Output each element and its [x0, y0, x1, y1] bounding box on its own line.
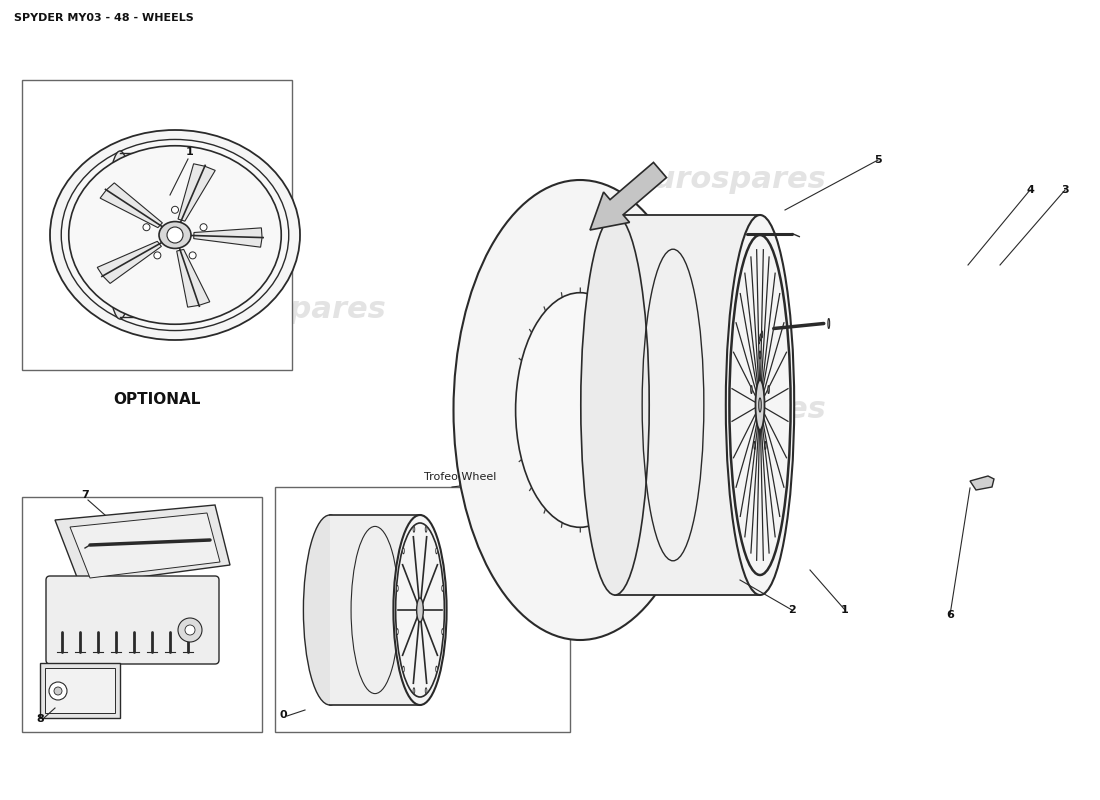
FancyBboxPatch shape [46, 576, 219, 664]
Text: OPTIONAL: OPTIONAL [113, 392, 200, 407]
Ellipse shape [62, 139, 288, 330]
Ellipse shape [759, 351, 761, 359]
Ellipse shape [417, 598, 424, 622]
Text: 8: 8 [36, 714, 44, 724]
Text: eurospares: eurospares [634, 166, 826, 194]
Bar [45, 668, 116, 713]
Ellipse shape [760, 334, 761, 341]
Polygon shape [615, 215, 760, 595]
Ellipse shape [759, 337, 760, 344]
Circle shape [167, 227, 183, 243]
Ellipse shape [768, 386, 769, 394]
Polygon shape [194, 228, 262, 247]
Circle shape [50, 682, 67, 700]
Ellipse shape [453, 180, 706, 640]
Polygon shape [178, 164, 216, 221]
Circle shape [143, 224, 150, 230]
Text: Trofeo Wheel: Trofeo Wheel [424, 472, 496, 482]
Bar [40, 663, 120, 718]
Circle shape [54, 687, 62, 695]
Text: 5: 5 [874, 155, 882, 165]
Text: 1: 1 [186, 147, 194, 157]
Ellipse shape [828, 318, 829, 329]
Bar [22, 80, 292, 370]
Polygon shape [177, 250, 210, 307]
Ellipse shape [754, 442, 756, 450]
Ellipse shape [756, 380, 764, 430]
Ellipse shape [403, 666, 405, 672]
Ellipse shape [414, 526, 415, 532]
Ellipse shape [50, 130, 300, 340]
FancyArrow shape [590, 162, 667, 230]
Polygon shape [970, 476, 994, 490]
Ellipse shape [761, 331, 762, 338]
Circle shape [172, 206, 178, 214]
Ellipse shape [304, 515, 356, 705]
Ellipse shape [516, 293, 645, 527]
Ellipse shape [436, 548, 438, 554]
Polygon shape [55, 505, 230, 585]
Circle shape [178, 618, 202, 642]
Ellipse shape [581, 215, 649, 595]
Ellipse shape [426, 526, 427, 532]
Bar [275, 487, 570, 732]
Bar [22, 497, 262, 732]
Circle shape [200, 224, 207, 230]
Text: eurospares: eurospares [194, 295, 386, 325]
Polygon shape [97, 242, 162, 283]
Text: 7: 7 [81, 490, 89, 500]
Ellipse shape [396, 629, 398, 634]
Ellipse shape [68, 146, 282, 324]
Circle shape [189, 252, 196, 259]
Ellipse shape [750, 386, 752, 394]
Circle shape [185, 625, 195, 635]
Polygon shape [100, 183, 163, 228]
Text: eurospares: eurospares [634, 395, 826, 425]
Ellipse shape [759, 398, 761, 412]
Text: 3: 3 [1062, 185, 1069, 195]
Text: 0: 0 [279, 710, 287, 720]
Text: 4: 4 [1026, 185, 1034, 195]
Ellipse shape [394, 515, 447, 705]
Ellipse shape [426, 688, 427, 694]
Text: 1: 1 [842, 605, 849, 615]
Polygon shape [330, 515, 420, 705]
Text: 6: 6 [946, 610, 954, 620]
Polygon shape [70, 513, 220, 578]
Ellipse shape [442, 629, 443, 634]
Ellipse shape [414, 688, 415, 694]
Text: SPYDER MY03 - 48 - WHEELS: SPYDER MY03 - 48 - WHEELS [14, 13, 194, 23]
Ellipse shape [106, 151, 134, 319]
Ellipse shape [396, 586, 398, 591]
Ellipse shape [726, 215, 794, 595]
Ellipse shape [403, 548, 405, 554]
Ellipse shape [764, 442, 766, 450]
Ellipse shape [160, 222, 191, 249]
Ellipse shape [442, 586, 443, 591]
Ellipse shape [436, 666, 438, 672]
Text: 2: 2 [788, 605, 796, 615]
Circle shape [154, 252, 161, 259]
